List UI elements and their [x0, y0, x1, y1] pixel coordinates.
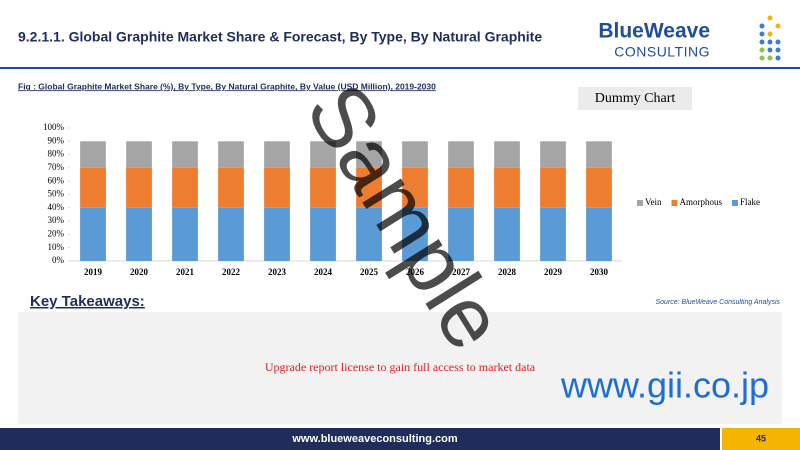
- legend-swatch: [637, 200, 643, 206]
- chart: 0% 10% 20% 30% 40% 50% 60% 70% 80% 90% 100% 2019 202…: [43, 122, 760, 277]
- bar-segment: [540, 141, 566, 168]
- y-tick-label: 20%: [48, 228, 65, 238]
- bar-segment: [80, 167, 106, 208]
- page-number: 45: [756, 433, 766, 443]
- x-tick-label: 2021: [176, 267, 195, 277]
- x-tick-label: 2019: [84, 267, 103, 277]
- logo-sub: CONSULTING: [614, 44, 710, 60]
- logo: BlueWeave CONSULTING: [598, 15, 781, 61]
- bar-segment: [264, 167, 290, 208]
- bar-segment: [310, 141, 336, 168]
- source: Source: BlueWeave Consulting Analysis: [655, 299, 780, 306]
- y-tick-label: 80%: [48, 149, 65, 159]
- footer-bar: [0, 428, 720, 450]
- takeaway-box: [18, 312, 782, 424]
- x-tick-label: 2030: [590, 267, 609, 277]
- x-tick-label: 2029: [544, 267, 563, 277]
- page-number-box: [722, 428, 800, 450]
- y-tick-label: 90%: [48, 135, 65, 145]
- x-tick-label: 2027: [452, 267, 471, 277]
- y-tick-label: 60%: [48, 175, 65, 185]
- bar-segment: [540, 167, 566, 208]
- annotation-box: [578, 87, 692, 110]
- bar-segment: [494, 141, 520, 168]
- legend-swatch: [732, 200, 738, 206]
- bar-segment: [540, 207, 566, 261]
- y-tick-label: 50%: [48, 189, 65, 199]
- y-tick-label: 10%: [48, 242, 65, 252]
- logo-name: BlueWeave: [598, 20, 710, 43]
- bar-segment: [172, 167, 198, 208]
- x-tick-label: 2028: [498, 267, 517, 277]
- legend-label: Flake: [740, 197, 760, 207]
- bar-segment: [494, 167, 520, 208]
- bar-segment: [310, 167, 336, 208]
- annotation: Dummy Chart: [595, 91, 676, 106]
- bar-segment: [264, 141, 290, 168]
- bar-segment: [356, 167, 382, 208]
- bar-segment: [218, 141, 244, 168]
- watermark-url: www.gii.co.jp: [560, 365, 769, 406]
- bar-segment: [80, 207, 106, 261]
- bar-segment: [402, 207, 428, 261]
- bar-segment: [402, 167, 428, 208]
- bar-segment: [218, 167, 244, 208]
- bar-segment: [310, 207, 336, 261]
- bar-segment: [586, 141, 612, 168]
- key-takeaways: Key Takeaways:: [30, 293, 145, 310]
- y-tick-label: 0%: [52, 255, 65, 265]
- upgrade-notice: Upgrade report license to gain full acce…: [265, 360, 536, 374]
- y-tick-label: 40%: [48, 202, 65, 212]
- bar-segment: [448, 167, 474, 208]
- bar-segment: [356, 207, 382, 261]
- x-tick-label: 2025: [360, 267, 379, 277]
- y-tick-label: 70%: [48, 162, 65, 172]
- header-rule: [0, 67, 800, 69]
- bar-segment: [356, 141, 382, 168]
- figure-caption: Fig : Global Graphite Market Share (%), …: [18, 81, 436, 91]
- x-tick-label: 2022: [222, 267, 241, 277]
- bar-segment: [402, 141, 428, 168]
- bar-segment: [586, 167, 612, 208]
- footer-url: www.blueweaveconsulting.com: [291, 433, 457, 445]
- bar-segment: [218, 207, 244, 261]
- bar-segment: [80, 141, 106, 168]
- bar-segment: [586, 207, 612, 261]
- y-tick-label: 30%: [48, 215, 65, 225]
- page-title: 9.2.1.1. Global Graphite Market Share & …: [18, 29, 542, 45]
- legend-label: Vein: [645, 197, 662, 207]
- x-tick-label: 2024: [314, 267, 333, 277]
- legend-swatch: [671, 200, 678, 206]
- bar-segment: [172, 207, 198, 261]
- bar-segment: [126, 141, 152, 168]
- bar-segment: [126, 207, 152, 261]
- bar-segment: [448, 141, 474, 168]
- bar-segment: [126, 167, 152, 208]
- x-tick-label: 2026: [406, 267, 425, 277]
- bar-segment: [172, 141, 198, 168]
- bar-segment: [448, 207, 474, 261]
- bar-segment: [264, 207, 290, 261]
- y-tick-label: 100%: [43, 122, 65, 132]
- x-tick-label: 2023: [268, 267, 287, 277]
- legend-label: Amorphous: [680, 197, 723, 207]
- bar-segment: [494, 207, 520, 261]
- x-tick-label: 2020: [130, 267, 149, 277]
